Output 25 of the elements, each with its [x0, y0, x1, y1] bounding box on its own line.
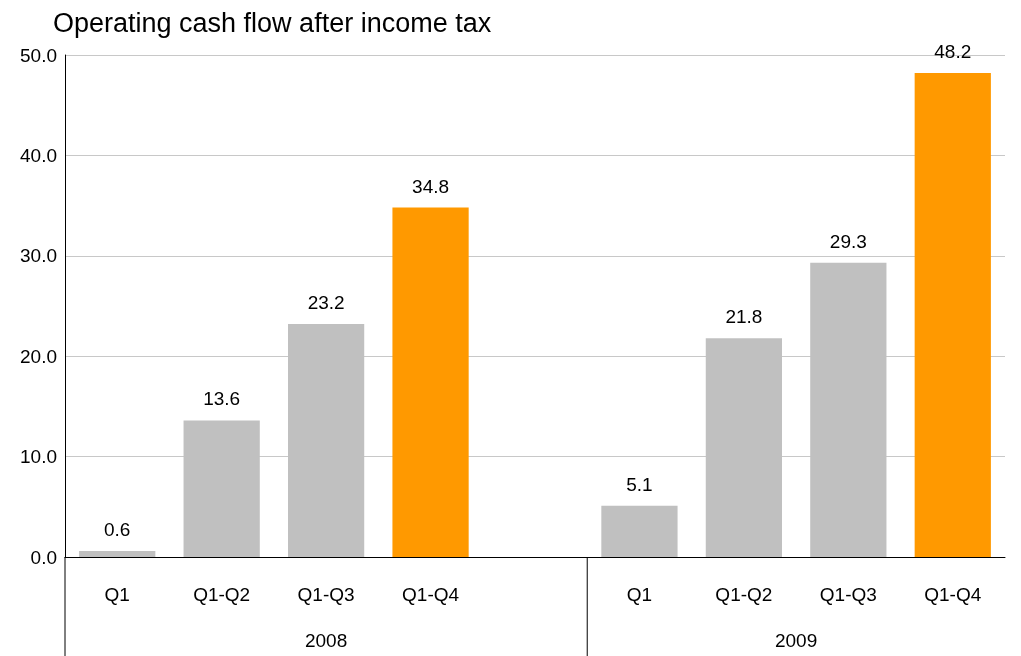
x-tick-label: Q1 — [626, 584, 653, 605]
data-label: 23.2 — [307, 292, 345, 314]
text: 2008 — [304, 629, 348, 651]
x-tick-label: Q1-Q3 — [297, 584, 355, 605]
x-tick-label: Q1-Q2 — [193, 584, 251, 605]
x-tick-label: Q1-Q3 — [819, 584, 877, 605]
y-tick-label: 20.0 — [20, 345, 57, 367]
y-tick-label: 10.0 — [20, 446, 57, 468]
data-label: 34.8 — [412, 175, 450, 197]
x-tick-label: Q1 — [104, 584, 130, 605]
x-tick-label: Q1-Q2 — [715, 584, 773, 605]
data-label: 5.1 — [626, 473, 653, 495]
x-tick-label: Q1-Q4 — [402, 584, 460, 605]
chart-title: Operating cash flow after income tax — [53, 7, 492, 38]
y-tick-label: 30.0 — [20, 245, 57, 267]
data-label: 21.8 — [725, 306, 763, 328]
y-tick-label: 50.0 — [20, 44, 57, 66]
text: 2009 — [774, 629, 818, 651]
data-label: 13.6 — [203, 388, 241, 410]
x-tick-label: Q1-Q4 — [924, 584, 982, 605]
y-tick-label: 0.0 — [30, 546, 57, 568]
data-label: 48.2 — [934, 41, 972, 63]
y-tick-label: 40.0 — [20, 144, 57, 166]
data-label: 0.6 — [104, 518, 131, 540]
data-label: 29.3 — [829, 230, 867, 252]
